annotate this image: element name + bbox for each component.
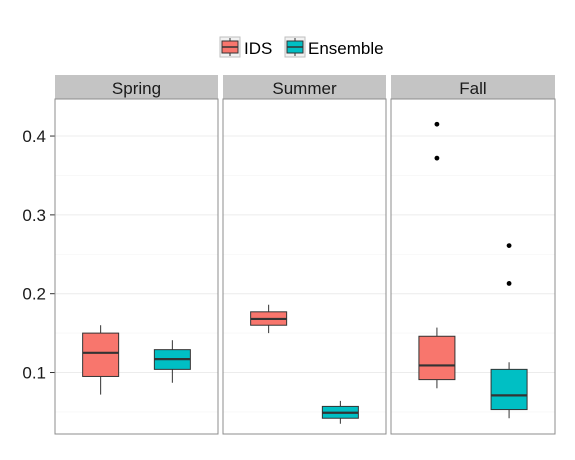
facet-summer: Summer — [222, 75, 387, 435]
box-spring-ids — [82, 325, 120, 395]
outlier-point — [506, 281, 512, 286]
facet-label-summer: Summer — [272, 79, 337, 98]
legend-label-ids: IDS — [244, 39, 272, 58]
legend-label-ensemble: Ensemble — [308, 39, 384, 58]
panel-background — [223, 99, 386, 434]
box-summer-ids — [250, 304, 288, 334]
panel-background — [391, 99, 555, 434]
outlier-point — [434, 155, 440, 161]
box-body — [82, 332, 120, 377]
facet-strip — [55, 75, 218, 99]
box-body — [418, 335, 456, 381]
box-fall-ensemble — [490, 243, 528, 419]
panel-border — [390, 98, 556, 435]
facet-fall: Fall — [390, 75, 556, 435]
y-axis: 0.1 0.2 0.3 0.4 — [22, 127, 55, 383]
panel-border — [222, 98, 387, 435]
legend-item-ensemble: Ensemble — [284, 36, 384, 58]
box-spring-ensemble — [153, 340, 191, 383]
facet-label-spring: Spring — [112, 79, 161, 98]
y-tick-label: 0.2 — [22, 285, 46, 304]
y-tick-label: 0.1 — [22, 364, 46, 383]
legend-item-ids: IDS — [219, 36, 272, 58]
box-summer-ensemble — [321, 400, 359, 424]
facet-label-fall: Fall — [459, 79, 486, 98]
legend: IDS Ensemble — [219, 36, 384, 58]
panel-border — [54, 98, 219, 435]
panel-background — [55, 99, 218, 434]
y-tick-label: 0.3 — [22, 206, 46, 225]
y-tick-label: 0.4 — [22, 127, 46, 146]
outlier-point — [434, 121, 440, 127]
outlier-point — [506, 243, 512, 249]
box-fall-ids — [418, 121, 456, 389]
facet-strip — [391, 75, 555, 99]
facet-spring: Spring — [54, 75, 219, 435]
facet-strip — [223, 75, 386, 99]
box-body — [490, 368, 528, 411]
